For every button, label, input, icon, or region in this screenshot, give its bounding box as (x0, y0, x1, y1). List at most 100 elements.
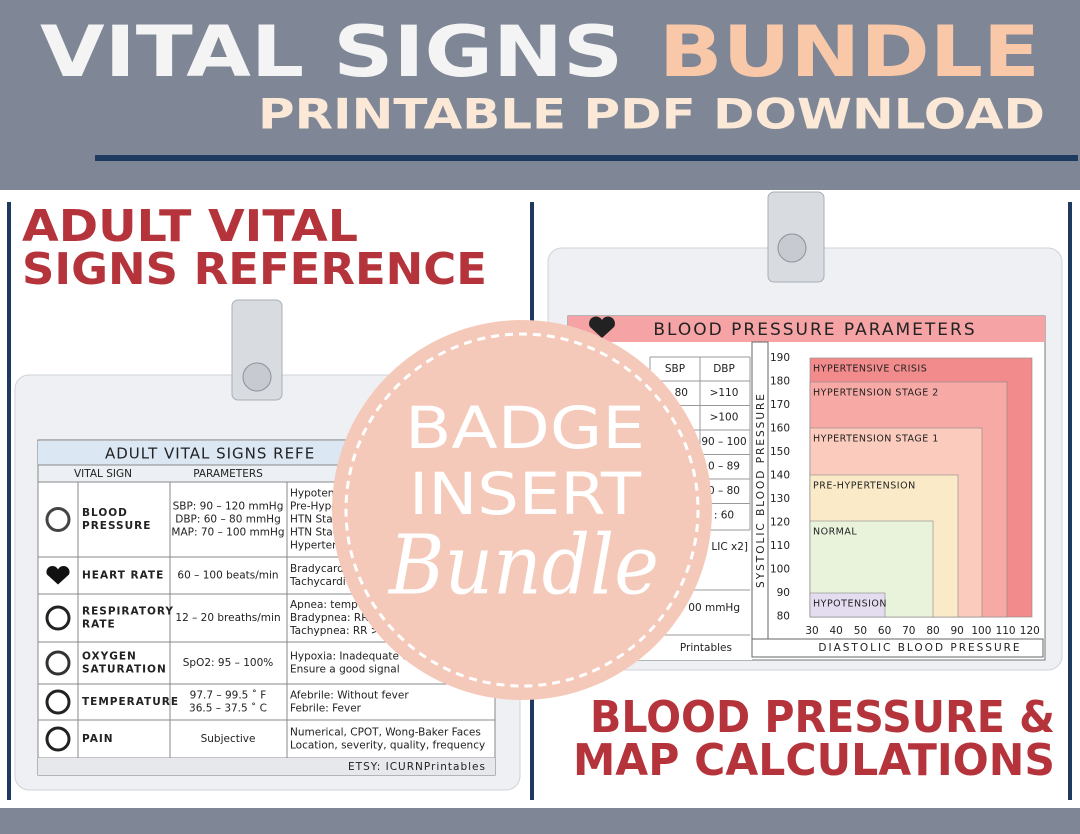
card-footer-text: ETSY: ICURNPrintables (348, 761, 486, 773)
badge-text: BADGE (405, 394, 645, 462)
notes-text: Pre-Hype (290, 501, 338, 513)
parameters-text: SpO2: 95 – 100% (183, 657, 273, 669)
label-text: HEART RATE (82, 570, 164, 582)
notes-text: Location, severity, quality, frequency (290, 740, 485, 752)
table-fragment: LIC x2] (711, 541, 748, 553)
icon (45, 605, 71, 631)
notes-text: Bradypnea: RR (290, 612, 369, 624)
x-axis-label: DIASTOLIC BLOOD PRESSURE (818, 642, 1021, 654)
x-tick-label: 70 (902, 625, 915, 637)
zone-label: HYPERTENSION STAGE 2 (813, 388, 939, 399)
zone-label: PRE-HYPERTENSION (813, 481, 916, 492)
parameters-text: 60 – 100 beats/min (177, 570, 278, 582)
label-text: BLOOD (82, 507, 128, 519)
notes-text: Hypoten (290, 488, 334, 500)
x-label-box (751, 638, 1044, 658)
x-tick-label: 120 (1020, 625, 1040, 637)
dbp-cell: 90 – 100 (701, 436, 746, 448)
notes-text: Hypertens (290, 540, 344, 552)
clip-rivet (777, 233, 807, 263)
bp-zone (809, 592, 886, 618)
zone-label: HYPOTENSION (813, 599, 887, 610)
dbp-cell: >110 (710, 387, 739, 399)
clip-rivet (242, 362, 272, 392)
icon (46, 565, 70, 585)
badge-text: INSERT (409, 460, 642, 528)
x-tick-label: 50 (854, 625, 867, 637)
header-rule (95, 155, 1078, 161)
title-accent: BUNDLE (659, 11, 1040, 93)
dbp-cell: 0 – 80 (708, 485, 740, 497)
card-title: ADULT VITAL SIGNS REFE (105, 445, 315, 463)
title-main: VITAL SIGNS (40, 11, 623, 93)
divider (1068, 202, 1072, 800)
dbp-cell: >100 (710, 412, 739, 424)
y-tick-label: 110 (770, 540, 790, 552)
x-tick-label: 100 (971, 625, 991, 637)
label-text: PRESSURE (82, 520, 151, 532)
card-title: BLOOD PRESSURE PARAMETERS (653, 320, 976, 340)
dbp-cell: : 60 (714, 510, 734, 522)
x-tick-label: 40 (830, 625, 843, 637)
left-card-content: ADULT VITAL SIGNS REFE VITAL SIGN PARAMETE… (37, 441, 496, 775)
parameters-text: Subjective (201, 733, 256, 745)
parameters-text: 12 – 20 breaths/min (175, 612, 280, 624)
footer-band (0, 808, 1080, 834)
table-fragment: Printables (680, 642, 732, 654)
x-tick-label: 90 (951, 625, 964, 637)
y-axis-label: SYSTOLIC BLOOD PRESSURE (755, 392, 767, 588)
section-heading: BLOOD PRESSURE & (590, 692, 1055, 743)
badge-script: Bundle (387, 519, 659, 614)
column-header-text: DBP (713, 363, 735, 375)
heart-icon (589, 316, 615, 338)
x-tick-label: 30 (805, 625, 818, 637)
notes-text: HTN Stag (290, 527, 339, 539)
x-tick-label: 110 (996, 625, 1016, 637)
y-tick-label: 140 (770, 470, 790, 482)
y-tick-label: 90 (777, 587, 790, 599)
zone-label: HYPERTENSIVE CRISIS (813, 364, 927, 375)
badge-circle (332, 320, 712, 700)
table-fragment: 00 mmHg (688, 602, 740, 614)
label-text: TEMPERATURE (82, 696, 179, 708)
notes-text: Ensure a good signal (290, 664, 400, 676)
y-tick-label: 180 (770, 376, 790, 388)
title: VITAL SIGNS BUNDLE (40, 11, 1040, 93)
card-footer (38, 758, 495, 775)
notes-text: Afebrile: Without fever (290, 690, 409, 702)
y-tick-label: 80 (777, 611, 790, 623)
notes-text: HTN Stag (290, 514, 339, 526)
y-tick-label: 160 (770, 423, 790, 435)
y-tick-label: 100 (770, 564, 790, 576)
zone-label: HYPERTENSION STAGE 1 (813, 434, 939, 445)
parameters-text: SBP: 90 – 120 mmHg (173, 501, 284, 513)
notes-text: Bradycard (290, 563, 344, 575)
dbp-cell: 0 – 89 (708, 461, 740, 473)
label-text: SATURATION (82, 664, 167, 676)
notes-text: Apnea: temp (290, 599, 358, 611)
label-text: OXYGEN (82, 651, 137, 663)
y-tick-label: 150 (770, 446, 790, 458)
divider (7, 202, 11, 800)
notes-text: Tachypnea: RR >2 (289, 625, 386, 637)
subtitle: PRINTABLE PDF DOWNLOAD (258, 90, 1045, 139)
icon (45, 650, 71, 676)
y-tick-label: 190 (770, 352, 790, 364)
parameters-text: 36.5 – 37.5 ˚ C (189, 703, 267, 715)
notes-text: Numerical, CPOT, Wong-Baker Faces (290, 727, 481, 739)
parameters-text: MAP: 70 – 100 mmHg (171, 527, 284, 539)
icon (45, 507, 71, 532)
column-header-text: VITAL SIGN (74, 468, 132, 480)
sbp-cell: 80 (675, 387, 688, 399)
parameters-text: DBP: 60 – 80 mmHg (175, 514, 281, 526)
x-tick-label: 60 (878, 625, 891, 637)
zone-label: NORMAL (813, 527, 857, 538)
notes-text: Hypoxia: Inadequate o (290, 651, 409, 663)
notes-text: Tachycardi (289, 576, 346, 588)
section-heading: ADULT VITAL (22, 201, 358, 252)
icon (45, 726, 71, 752)
label-text: RESPIRATORY (82, 606, 174, 618)
label-text: RATE (82, 619, 116, 631)
